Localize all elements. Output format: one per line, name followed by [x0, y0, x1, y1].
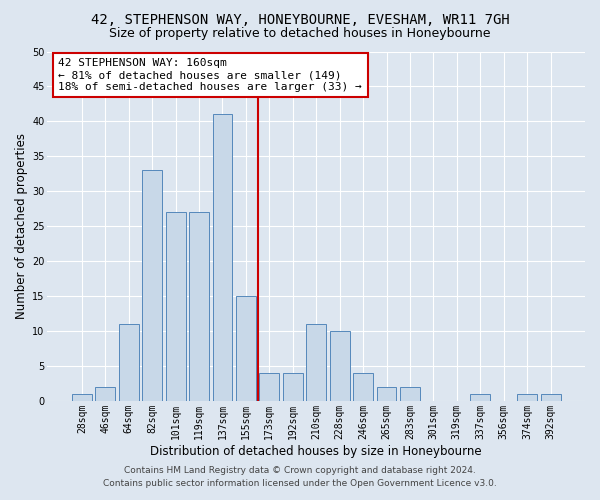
Bar — [236, 296, 256, 401]
Bar — [283, 373, 303, 401]
Text: 42 STEPHENSON WAY: 160sqm
← 81% of detached houses are smaller (149)
18% of semi: 42 STEPHENSON WAY: 160sqm ← 81% of detac… — [58, 58, 362, 92]
Bar — [517, 394, 537, 401]
Bar — [212, 114, 232, 401]
Bar — [72, 394, 92, 401]
Bar — [329, 331, 350, 401]
Bar — [470, 394, 490, 401]
Bar — [541, 394, 560, 401]
Bar — [95, 387, 115, 401]
Y-axis label: Number of detached properties: Number of detached properties — [15, 133, 28, 319]
Bar — [259, 373, 280, 401]
Bar — [189, 212, 209, 401]
Text: Contains HM Land Registry data © Crown copyright and database right 2024.
Contai: Contains HM Land Registry data © Crown c… — [103, 466, 497, 487]
Bar — [353, 373, 373, 401]
Text: 42, STEPHENSON WAY, HONEYBOURNE, EVESHAM, WR11 7GH: 42, STEPHENSON WAY, HONEYBOURNE, EVESHAM… — [91, 12, 509, 26]
Bar — [166, 212, 185, 401]
Bar — [400, 387, 420, 401]
Bar — [306, 324, 326, 401]
Bar — [119, 324, 139, 401]
Bar — [377, 387, 397, 401]
Text: Size of property relative to detached houses in Honeybourne: Size of property relative to detached ho… — [109, 28, 491, 40]
X-axis label: Distribution of detached houses by size in Honeybourne: Distribution of detached houses by size … — [151, 444, 482, 458]
Bar — [142, 170, 162, 401]
